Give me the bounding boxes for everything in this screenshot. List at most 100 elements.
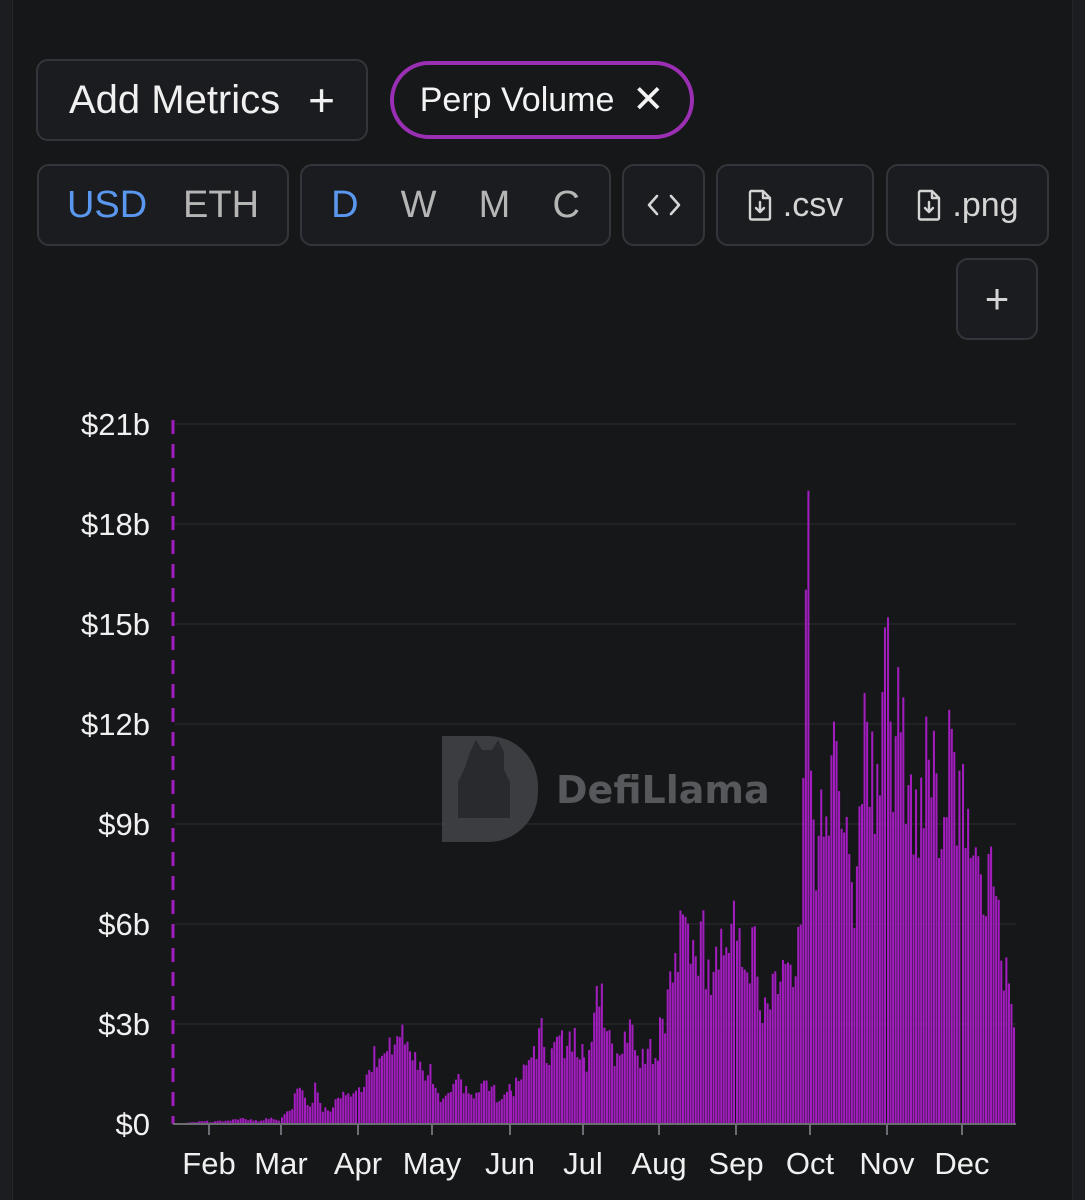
volume-bar <box>679 910 682 1124</box>
download-csv-button[interactable]: .csv <box>716 164 874 246</box>
volume-bar <box>766 1003 769 1124</box>
volume-bar <box>237 1119 240 1124</box>
volume-bar <box>558 1035 561 1124</box>
volume-bar <box>480 1083 483 1124</box>
period-option-cumulative[interactable]: C <box>552 183 580 226</box>
volume-bar <box>550 1048 553 1124</box>
volume-bar <box>669 971 672 1124</box>
chart-gridlines <box>175 423 1016 1025</box>
volume-bar <box>990 846 993 1124</box>
volume-bar <box>894 736 897 1124</box>
currency-option-usd[interactable]: USD <box>66 183 148 226</box>
close-icon[interactable]: ✕ <box>632 79 665 121</box>
volume-bar <box>270 1117 273 1124</box>
x-tick-label: Sep <box>708 1146 763 1181</box>
volume-bar <box>972 855 975 1124</box>
volume-bar <box>470 1094 473 1124</box>
volume-bar <box>540 1018 543 1124</box>
chart-bars <box>173 490 1016 1125</box>
volume-bar <box>810 770 813 1124</box>
volume-bar <box>948 709 951 1124</box>
add-chart-button[interactable]: + <box>956 258 1038 340</box>
y-tick-label: $3b <box>98 1007 150 1042</box>
volume-bar <box>242 1117 245 1124</box>
volume-bar <box>868 806 871 1124</box>
volume-bar <box>871 731 874 1124</box>
volume-bar <box>457 1074 460 1124</box>
volume-bar <box>974 847 977 1124</box>
volume-bar <box>817 835 820 1124</box>
volume-bar <box>843 832 846 1124</box>
metric-chip-perp-volume[interactable]: Perp Volume ✕ <box>390 61 694 139</box>
volume-bar <box>707 959 710 1124</box>
volume-bar <box>794 976 797 1124</box>
volume-bar <box>396 1036 399 1124</box>
volume-bar <box>850 882 853 1124</box>
volume-bar <box>641 1048 644 1124</box>
currency-option-eth[interactable]: ETH <box>183 183 260 226</box>
volume-bar <box>319 1102 322 1124</box>
volume-bar <box>432 1084 435 1124</box>
volume-bar <box>746 972 749 1124</box>
volume-bar <box>465 1086 468 1124</box>
volume-bar <box>426 1075 429 1124</box>
volume-bar <box>293 1093 296 1124</box>
volume-bar <box>789 964 792 1124</box>
volume-bar <box>784 963 787 1124</box>
volume-bar <box>477 1092 480 1124</box>
volume-bar <box>508 1084 511 1124</box>
volume-bar <box>736 940 739 1124</box>
download-png-button[interactable]: .png <box>886 164 1049 246</box>
period-option-monthly[interactable]: M <box>478 183 511 226</box>
volume-bar <box>291 1109 294 1124</box>
volume-bar <box>955 845 958 1124</box>
volume-bar <box>702 910 705 1124</box>
volume-bar <box>927 759 930 1124</box>
volume-bar <box>585 1071 588 1124</box>
volume-bar <box>892 812 895 1124</box>
embed-button[interactable] <box>622 164 705 246</box>
volume-bar <box>1010 1004 1013 1124</box>
volume-bar <box>845 816 848 1124</box>
llama-icon <box>458 740 510 818</box>
x-tick-label: Dec <box>934 1146 989 1181</box>
volume-bar <box>231 1119 234 1124</box>
volume-bar <box>454 1079 457 1124</box>
period-option-weekly[interactable]: W <box>400 183 437 226</box>
volume-bar <box>889 721 892 1124</box>
volume-bar <box>958 770 961 1124</box>
volume-bar <box>555 1036 558 1124</box>
volume-bar <box>697 975 700 1124</box>
add-metrics-button[interactable]: Add Metrics + <box>36 59 368 141</box>
volume-bar <box>373 1046 376 1124</box>
x-tick-label: Feb <box>182 1146 235 1181</box>
volume-bar <box>812 819 815 1124</box>
volume-bar <box>349 1096 352 1124</box>
volume-bar <box>855 866 858 1124</box>
volume-bar <box>866 721 869 1124</box>
volume-bar <box>467 1093 470 1124</box>
volume-bar <box>576 1057 579 1124</box>
volume-bar <box>825 816 828 1124</box>
volume-bar <box>608 1030 611 1124</box>
volume-bar <box>953 752 956 1124</box>
volume-bar <box>861 804 864 1124</box>
png-label: .png <box>952 185 1019 224</box>
currency-toggle: USD ETH <box>37 164 289 246</box>
volume-bar <box>411 1060 414 1124</box>
volume-bar <box>687 923 690 1124</box>
volume-bar <box>254 1120 257 1124</box>
volume-bar <box>303 1097 306 1124</box>
volume-bar <box>512 1096 515 1124</box>
period-option-daily[interactable]: D <box>331 183 359 226</box>
volume-bar <box>472 1098 475 1124</box>
volume-bar <box>488 1090 491 1124</box>
volume-bar <box>822 836 825 1124</box>
volume-bar <box>288 1110 291 1124</box>
volume-bar <box>229 1120 232 1124</box>
plus-icon: + <box>308 74 336 126</box>
volume-bar <box>725 947 728 1124</box>
volume-bar <box>267 1119 270 1124</box>
volume-bar <box>671 982 674 1124</box>
volume-bar <box>198 1121 201 1124</box>
